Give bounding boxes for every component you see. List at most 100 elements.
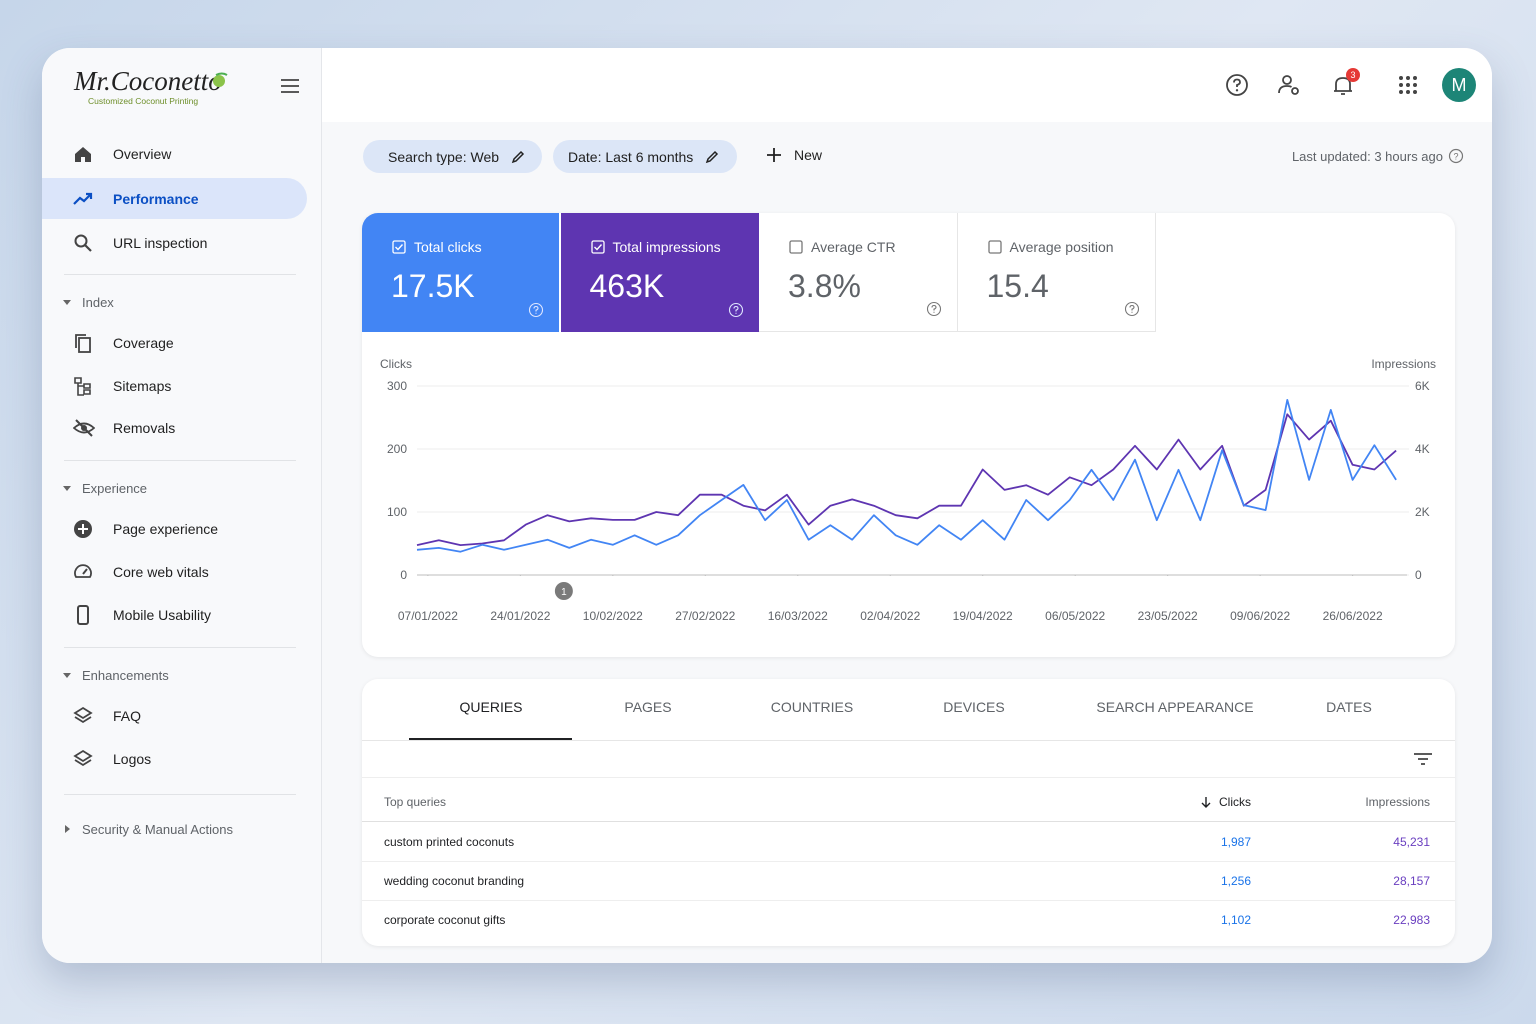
checkbox-tick bbox=[395, 244, 404, 251]
annotation-marker bbox=[554, 582, 573, 600]
nav-label: Page experience bbox=[113, 521, 219, 537]
help-circle bbox=[528, 302, 544, 318]
column-header[interactable]: Top queries bbox=[384, 795, 447, 809]
divider bbox=[362, 821, 1455, 822]
divider bbox=[362, 740, 1455, 741]
nav-item[interactable]: Core web vitals bbox=[42, 552, 307, 592]
active-tab-indicator bbox=[409, 738, 572, 741]
divider bbox=[64, 274, 296, 275]
nav-icon bbox=[77, 605, 89, 625]
metric-value: 463K bbox=[589, 268, 665, 304]
tab[interactable]: DATES bbox=[1326, 699, 1372, 715]
section-header[interactable]: Index bbox=[62, 292, 114, 312]
chip-label: Date: Last 6 months bbox=[568, 148, 694, 165]
tab[interactable]: SEARCH APPEARANCE bbox=[1096, 699, 1254, 715]
top-bar: 3 M bbox=[322, 48, 1492, 122]
section-header[interactable]: Security & Manual Actions bbox=[62, 819, 233, 839]
checkbox-box bbox=[590, 240, 605, 254]
menu-button[interactable] bbox=[280, 78, 300, 94]
nav-label: Core web vitals bbox=[113, 564, 209, 580]
caret bbox=[63, 300, 71, 305]
y2-axis-label: Impressions bbox=[1371, 357, 1436, 371]
x-tick-label: 19/04/2022 bbox=[953, 609, 1013, 623]
nav-icon bbox=[74, 377, 91, 396]
series-line bbox=[416, 413, 1397, 546]
table-row[interactable]: custom printed coconuts 1,987 45,231 bbox=[362, 822, 1455, 861]
edit-icon bbox=[511, 150, 525, 163]
x-tick-label: 27/02/2022 bbox=[675, 609, 735, 623]
tab[interactable]: COUNTRIES bbox=[770, 699, 854, 715]
nav-label: FAQ bbox=[113, 708, 142, 724]
y2-tick-label: 2K bbox=[1415, 505, 1430, 519]
metric-tile[interactable]: Average position 15.4 bbox=[957, 213, 1156, 332]
table-row[interactable]: corporate coconut gifts 1,102 22,983 bbox=[362, 900, 1455, 939]
nav-label: URL inspection bbox=[113, 235, 208, 251]
notifications-button[interactable] bbox=[1325, 67, 1361, 103]
avatar[interactable]: M bbox=[1442, 68, 1476, 102]
caret bbox=[65, 825, 70, 833]
x-tick-label: 23/05/2022 bbox=[1138, 609, 1198, 623]
nav-item[interactable]: FAQ bbox=[42, 696, 307, 736]
table-header: Top queries Clicks Impressions bbox=[362, 781, 1455, 820]
metric-value: 15.4 bbox=[986, 268, 1049, 304]
nav-label: Logos bbox=[113, 751, 152, 767]
filter-chip[interactable]: Search type: Web bbox=[363, 140, 542, 173]
column-header[interactable]: Impressions bbox=[1365, 795, 1430, 809]
metric-label-text: Average CTR bbox=[811, 239, 896, 255]
help-button[interactable] bbox=[1219, 67, 1255, 103]
account-settings-button[interactable] bbox=[1271, 67, 1307, 103]
nav-icon bbox=[75, 147, 91, 162]
y-tick-label: 300 bbox=[387, 379, 407, 393]
table-row[interactable]: wedding coconut branding 1,256 28,157 bbox=[362, 861, 1455, 900]
metric-label-text: Total impressions bbox=[612, 239, 721, 255]
nav-item[interactable]: Removals bbox=[42, 408, 307, 448]
chart: Clicks Impressions 0 100 200 300 0 2K 4K 6K 07/01/… bbox=[380, 357, 1436, 623]
x-tick-label: 16/03/2022 bbox=[768, 609, 828, 623]
apps-button[interactable] bbox=[1390, 67, 1426, 103]
checkbox bbox=[987, 240, 1002, 254]
nav-icon bbox=[73, 192, 93, 205]
apps-icon bbox=[1399, 76, 1417, 94]
nav-item[interactable]: Logos bbox=[42, 739, 307, 779]
clicks-cell: 1,102 bbox=[1220, 913, 1251, 927]
metric-tile[interactable]: Total impressions 463K bbox=[560, 213, 759, 332]
nav-item[interactable]: Sitemaps bbox=[42, 366, 307, 406]
tab[interactable]: DEVICES bbox=[943, 699, 1005, 715]
nav-item[interactable]: Performance bbox=[42, 178, 307, 219]
filter-button[interactable] bbox=[1413, 752, 1433, 766]
new-filter-button[interactable]: New bbox=[766, 147, 822, 163]
metric-label-text: Average position bbox=[1009, 239, 1114, 255]
nav-item[interactable]: Page experience bbox=[42, 509, 307, 549]
y-tick-label: 100 bbox=[387, 505, 407, 519]
nav-item[interactable]: URL inspection bbox=[42, 223, 307, 263]
divider bbox=[362, 861, 1455, 862]
nav-icon bbox=[74, 564, 92, 578]
account-icon bbox=[1278, 75, 1299, 95]
tab[interactable]: QUERIES bbox=[459, 699, 523, 715]
nav-item[interactable]: Overview bbox=[42, 134, 307, 174]
metric-tile[interactable]: Total clicks 17.5K bbox=[362, 213, 559, 332]
column-header[interactable]: Clicks bbox=[1201, 795, 1251, 809]
divider bbox=[64, 647, 296, 648]
tab[interactable]: PAGES bbox=[624, 699, 672, 715]
nav-icon bbox=[73, 419, 95, 437]
logo-tagline: Customized Coconut Printing bbox=[88, 96, 199, 106]
section-header[interactable]: Enhancements bbox=[62, 665, 169, 685]
section-header[interactable]: Experience bbox=[62, 478, 147, 498]
nav-item[interactable]: Mobile Usability bbox=[42, 595, 307, 635]
logo[interactable]: Mr.Coconetto bbox=[74, 66, 222, 96]
nav-label: Mobile Usability bbox=[113, 607, 212, 623]
checkbox-tick bbox=[593, 244, 602, 251]
nav-item[interactable]: Coverage bbox=[42, 323, 307, 363]
x-tick-label: 09/06/2022 bbox=[1230, 609, 1290, 623]
help-icon[interactable]: ? bbox=[1448, 148, 1464, 164]
caret bbox=[63, 673, 71, 678]
divider bbox=[362, 777, 1455, 778]
filter-chip[interactable]: Date: Last 6 months bbox=[553, 140, 737, 173]
x-tick-label: 02/04/2022 bbox=[860, 609, 920, 623]
section-title: Enhancements bbox=[82, 667, 169, 683]
metric-tile[interactable]: Average CTR 3.8% bbox=[759, 213, 958, 332]
sort-arrow bbox=[1201, 797, 1211, 808]
x-tick-label: 07/01/2022 bbox=[398, 609, 458, 623]
help-icon bbox=[926, 301, 941, 317]
